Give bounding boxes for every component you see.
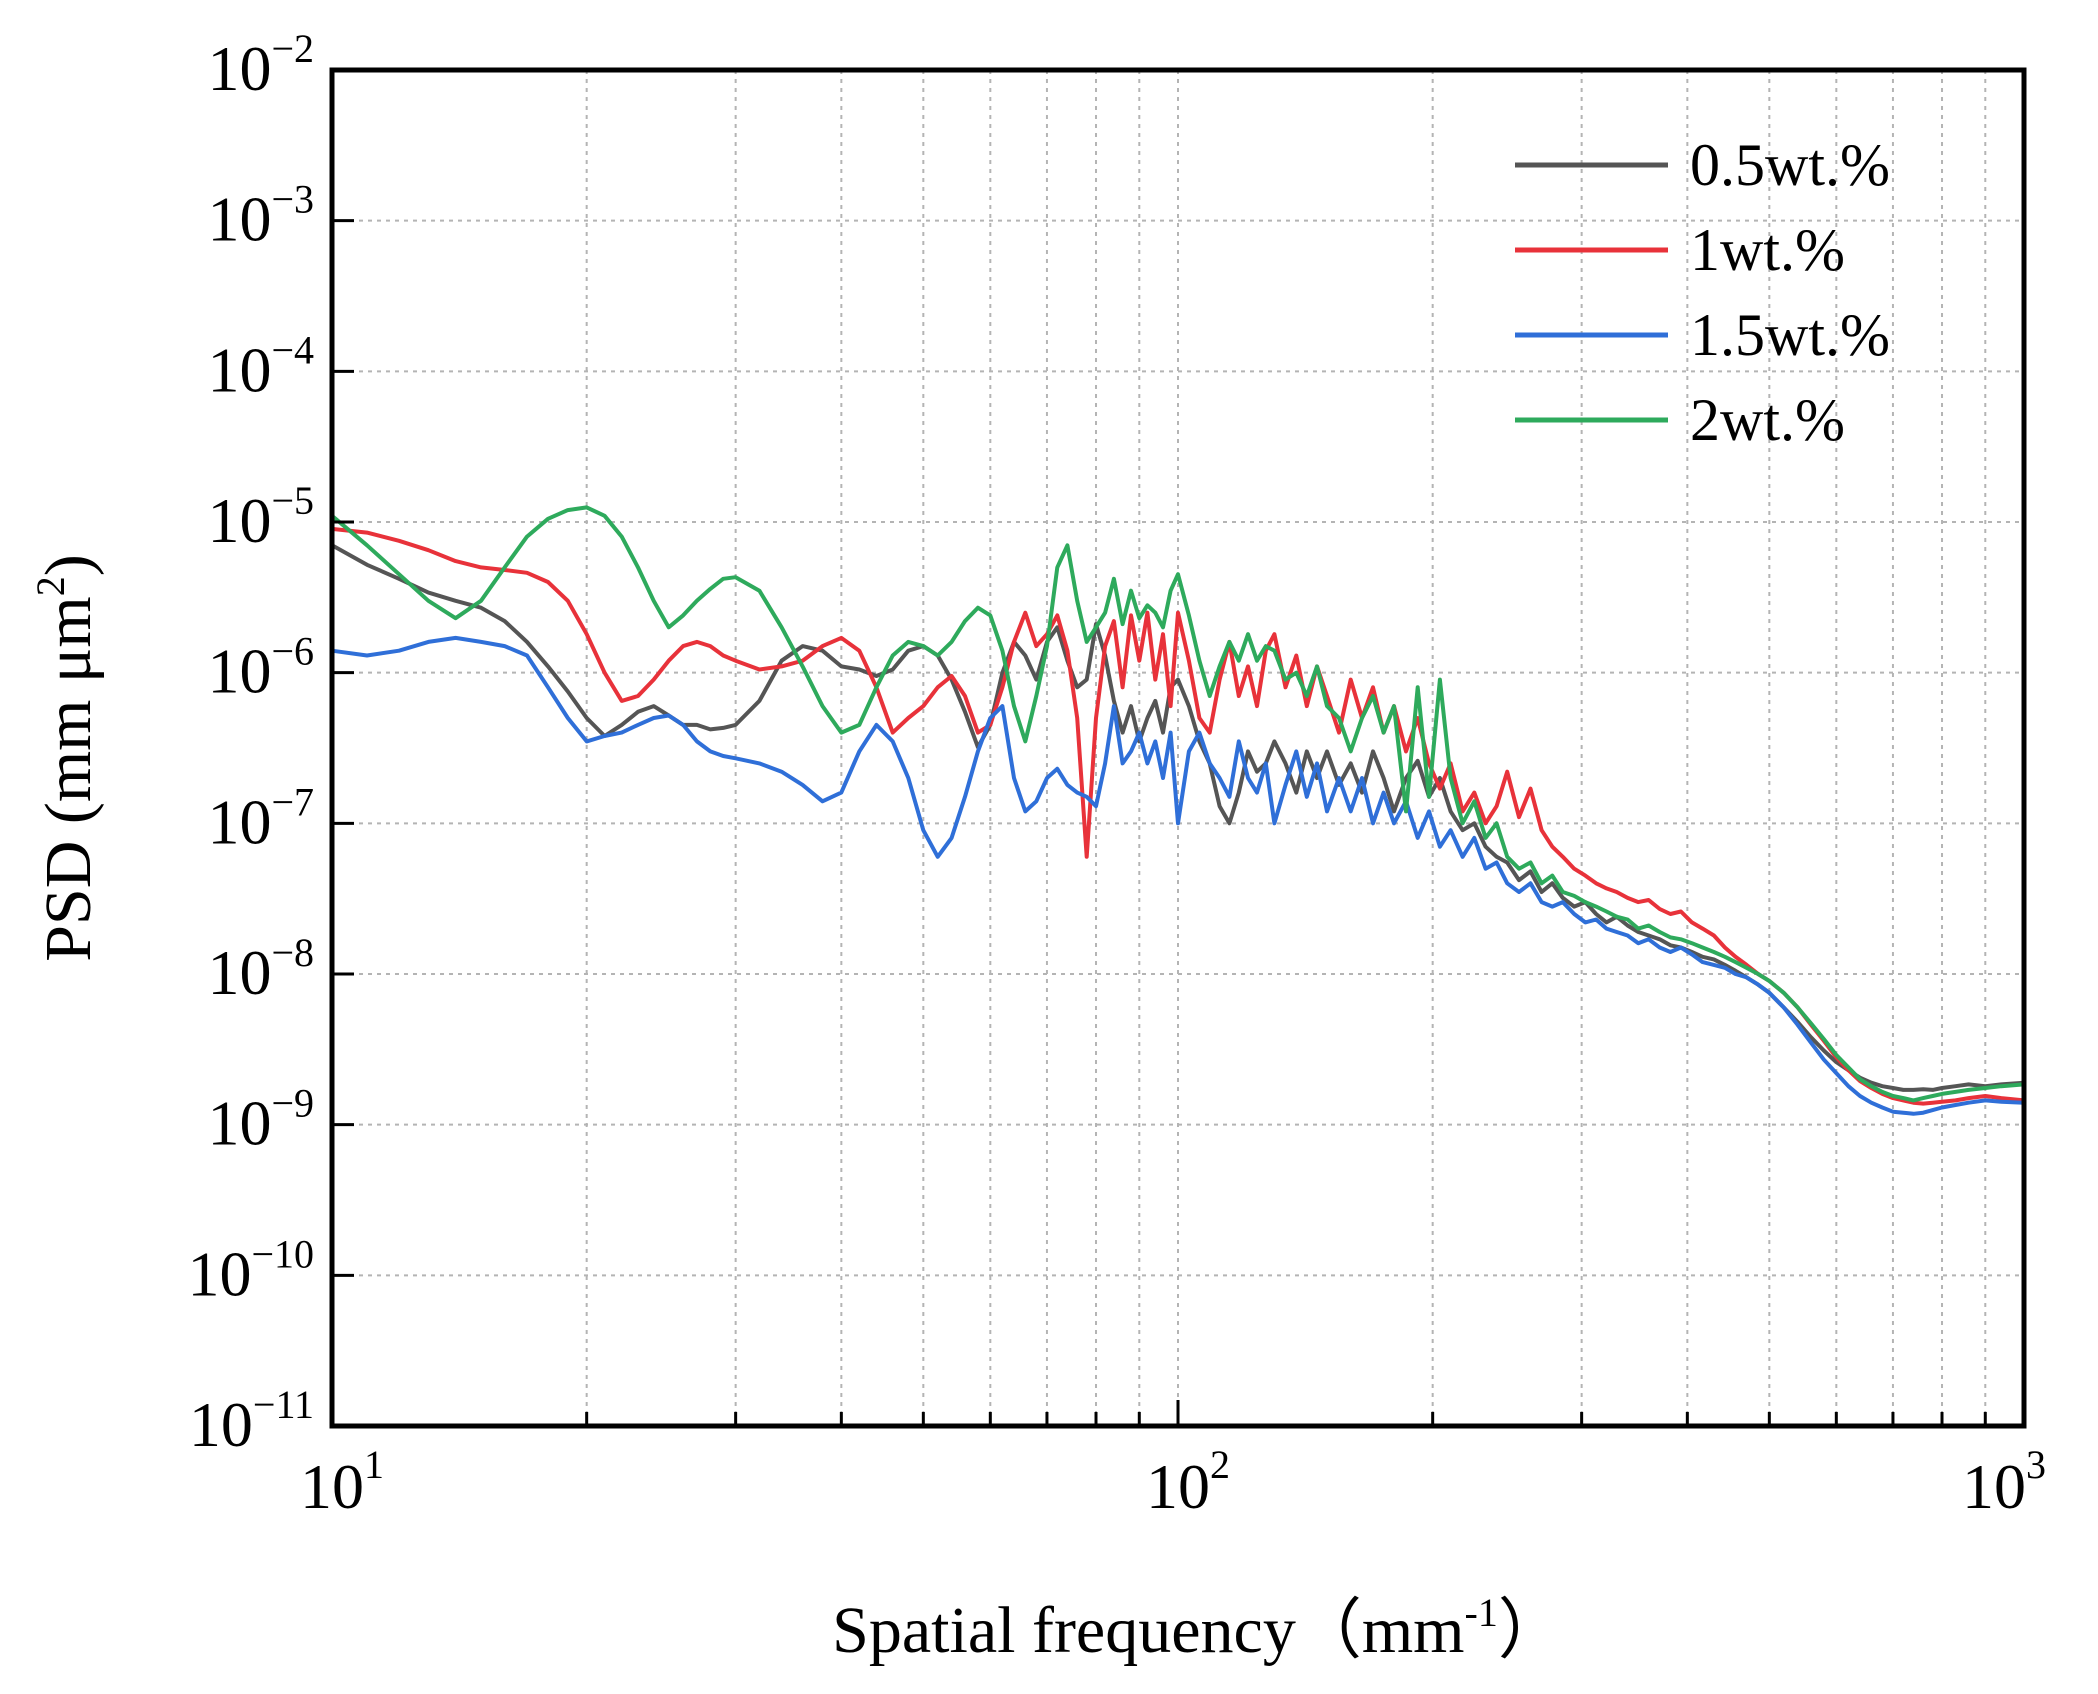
y-tick-labels: 10−210−310−410−510−610−710−810−910−1010−… (187, 26, 314, 1460)
y-tick-base: 10 (187, 1238, 251, 1309)
y-tick-exp: −9 (271, 1081, 314, 1126)
legend-label: 1.5wt.% (1690, 302, 1890, 368)
x-tick-base: 10 (1146, 1451, 1210, 1522)
axis-ticks (330, 68, 2026, 1428)
x-axis-title-sup: -1 (1465, 1590, 1498, 1635)
x-tick-exp: 2 (1210, 1442, 1230, 1487)
y-axis-title-sup: 2 (28, 576, 73, 596)
series-line-3 (330, 635, 2026, 1116)
y-axis-title-tail: ) (32, 554, 105, 576)
y-tick-base: 10 (189, 1389, 253, 1460)
y-tick-label: 10−2 (207, 26, 314, 104)
y-tick-exp: −5 (271, 478, 314, 523)
y-tick-exp: −6 (271, 629, 314, 674)
legend-label: 1wt.% (1690, 217, 1845, 283)
y-tick-label: 10−11 (189, 1382, 314, 1460)
x-tick-label: 101 (300, 1442, 384, 1522)
y-tick-exp: −2 (271, 26, 314, 71)
y-tick-exp: −11 (253, 1382, 314, 1427)
y-tick-exp: −3 (271, 177, 314, 222)
y-axis-title-main: PSD (mm μm (32, 596, 105, 961)
y-tick-label: 10−4 (207, 327, 314, 405)
y-tick-exp: −10 (251, 1231, 314, 1276)
x-axis-title: Spatial frequency（mm-1） (832, 1590, 1564, 1667)
x-tick-label: 103 (1962, 1442, 2046, 1522)
series-lines (330, 505, 2026, 1116)
y-tick-label: 10−8 (207, 930, 314, 1008)
x-tick-labels: 101 102 103 (300, 1442, 2046, 1522)
x-axis-title-tail: ） (1498, 1594, 1564, 1667)
y-tick-label: 10−5 (207, 478, 314, 556)
y-tick-label: 10−6 (207, 629, 314, 707)
y-tick-base: 10 (207, 1088, 271, 1159)
y-tick-base: 10 (207, 33, 271, 104)
y-tick-exp: −7 (271, 779, 314, 824)
y-tick-label: 10−10 (187, 1231, 314, 1309)
x-tick-base: 10 (300, 1451, 364, 1522)
x-axis-title-main: Spatial frequency（mm (832, 1594, 1464, 1667)
y-axis-title: PSD (mm μm2) (28, 554, 105, 961)
x-tick-exp: 1 (364, 1442, 384, 1487)
y-tick-label: 10−7 (207, 779, 314, 857)
x-tick-exp: 3 (2026, 1442, 2046, 1487)
legend-label: 0.5wt.% (1690, 132, 1890, 198)
y-tick-base: 10 (207, 636, 271, 707)
x-tick-label: 102 (1146, 1442, 1230, 1522)
y-tick-base: 10 (207, 334, 271, 405)
legend-label: 2wt.% (1690, 387, 1845, 453)
legend: 0.5wt.% 1wt.% 1.5wt.% 2wt.% (1515, 132, 1890, 453)
grid (332, 70, 2024, 1426)
series-line-4 (330, 505, 2026, 1103)
y-tick-exp: −4 (271, 327, 314, 372)
y-tick-base: 10 (207, 184, 271, 255)
y-tick-label: 10−9 (207, 1081, 314, 1159)
y-tick-label: 10−3 (207, 177, 314, 255)
y-tick-base: 10 (207, 485, 271, 556)
x-tick-base: 10 (1962, 1451, 2026, 1522)
y-tick-exp: −8 (271, 930, 314, 975)
y-tick-base: 10 (207, 937, 271, 1008)
y-tick-base: 10 (207, 786, 271, 857)
